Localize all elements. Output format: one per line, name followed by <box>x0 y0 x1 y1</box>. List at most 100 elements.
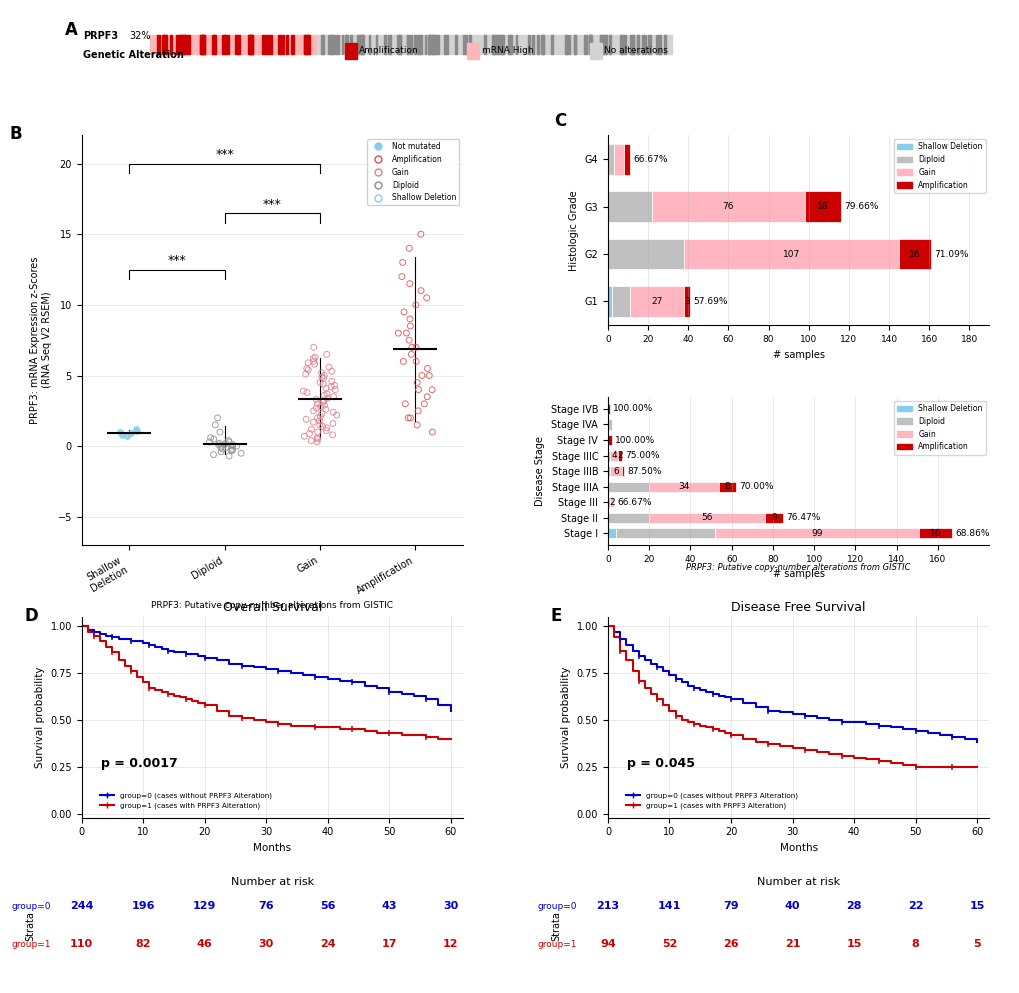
Text: p = 0.0017: p = 0.0017 <box>101 758 177 771</box>
Bar <box>182 35 185 54</box>
Text: 9: 9 <box>770 513 776 522</box>
Bar <box>569 35 570 54</box>
Bar <box>304 35 307 54</box>
Bar <box>414 35 416 54</box>
Y-axis label: Survival probability: Survival probability <box>560 666 571 768</box>
Point <box>312 417 328 433</box>
Text: 129: 129 <box>193 901 216 912</box>
Text: E: E <box>550 607 561 625</box>
Bar <box>585 35 586 54</box>
Point <box>296 428 312 444</box>
Bar <box>898 238 930 269</box>
Point <box>318 380 334 396</box>
Point <box>401 311 418 327</box>
Bar <box>200 35 203 54</box>
Bar <box>362 35 364 54</box>
Bar <box>163 35 166 54</box>
Point <box>224 443 240 459</box>
Text: 110: 110 <box>70 939 93 949</box>
Point <box>400 240 417 256</box>
Bar <box>433 35 434 54</box>
Bar <box>250 35 253 54</box>
Point <box>210 437 226 453</box>
Bar <box>375 35 377 54</box>
Text: 8: 8 <box>723 483 730 492</box>
Bar <box>601 35 602 54</box>
Point <box>316 397 332 413</box>
Bar <box>407 35 408 54</box>
Y-axis label: Histologic Grade: Histologic Grade <box>569 190 579 271</box>
Point <box>319 390 335 406</box>
Text: 24: 24 <box>320 939 335 949</box>
Bar <box>183 35 185 54</box>
Text: C: C <box>554 112 567 130</box>
Bar <box>497 35 499 54</box>
Point <box>413 283 429 299</box>
Point <box>217 435 233 451</box>
Bar <box>714 528 918 538</box>
Bar <box>589 43 601 59</box>
Bar <box>307 35 309 54</box>
Bar <box>185 35 189 54</box>
Text: 18: 18 <box>816 203 827 212</box>
Title: Disease Free Survival: Disease Free Survival <box>731 601 865 615</box>
Bar <box>658 35 660 54</box>
Point <box>401 410 418 426</box>
Text: 213: 213 <box>596 901 619 912</box>
Bar <box>361 35 363 54</box>
Text: 100.00%: 100.00% <box>614 436 655 445</box>
Bar <box>607 497 609 507</box>
Point <box>216 437 232 453</box>
Point <box>127 421 144 437</box>
Bar <box>599 35 601 54</box>
Point <box>221 434 237 450</box>
Bar <box>164 35 167 54</box>
Bar <box>540 35 542 54</box>
Bar <box>600 35 601 54</box>
Bar <box>249 35 251 54</box>
Bar <box>433 35 434 54</box>
X-axis label: PRPF3: Putative copy-number alterations from GISTIC: PRPF3: Putative copy-number alterations … <box>151 601 393 610</box>
Bar <box>550 35 552 54</box>
Text: 82: 82 <box>136 939 151 949</box>
Text: 40: 40 <box>784 901 800 912</box>
Bar <box>609 466 622 477</box>
Text: 196: 196 <box>131 901 155 912</box>
Bar <box>435 35 436 54</box>
Bar <box>590 35 591 54</box>
Bar <box>304 35 307 54</box>
Point <box>300 355 316 370</box>
Bar <box>615 528 714 538</box>
Point <box>224 437 240 453</box>
Point <box>221 448 237 464</box>
Bar <box>655 35 657 54</box>
Title: Number at risk: Number at risk <box>756 877 840 887</box>
Point <box>298 411 314 427</box>
Bar <box>607 528 615 538</box>
Point <box>312 408 328 424</box>
Text: 26: 26 <box>722 939 738 949</box>
Bar <box>583 35 585 54</box>
Point <box>303 421 319 437</box>
Bar <box>632 35 634 54</box>
Point <box>401 276 418 292</box>
Text: 8: 8 <box>911 939 918 949</box>
Bar <box>344 43 357 59</box>
Point <box>323 379 339 395</box>
Bar <box>537 35 538 54</box>
Point <box>325 388 341 404</box>
Bar <box>631 35 633 54</box>
Bar <box>285 35 288 54</box>
Point <box>214 441 230 457</box>
Bar <box>565 35 567 54</box>
Bar <box>200 35 203 54</box>
Point <box>321 359 337 375</box>
Point <box>201 434 217 450</box>
Bar <box>212 35 214 54</box>
Text: 71.09%: 71.09% <box>933 249 968 258</box>
Bar <box>604 35 605 54</box>
Bar <box>417 35 419 54</box>
Text: 6: 6 <box>612 467 619 476</box>
Bar <box>335 35 336 54</box>
Point <box>217 440 233 456</box>
